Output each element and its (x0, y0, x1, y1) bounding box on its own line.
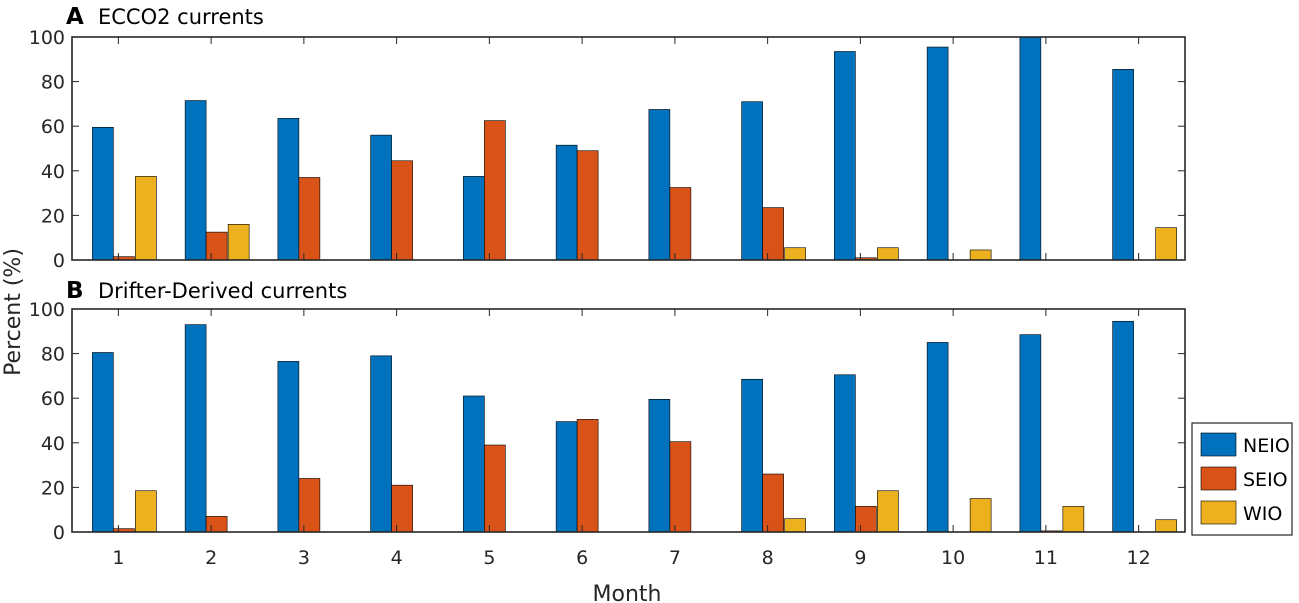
legend-swatch-seio (1200, 466, 1237, 491)
x-tick-label: 5 (483, 547, 495, 569)
bar-seio-month-3 (298, 478, 321, 533)
plot-area (72, 309, 1185, 532)
bar-neio-month-9 (834, 51, 856, 261)
bar-wio-month-10 (969, 498, 992, 533)
bar-seio-month-5 (484, 120, 506, 261)
bar-seio-month-6 (576, 419, 599, 533)
bar-neio-month-12 (1112, 320, 1134, 533)
bar-seio-month-2 (205, 516, 228, 533)
y-tick-label: 60 (41, 116, 65, 138)
bar-neio-month-7 (648, 109, 671, 261)
bar-neio-month-4 (370, 355, 392, 533)
bar-neio-month-3 (277, 118, 300, 261)
panel-title: ECCO2 currents (98, 5, 264, 29)
legend-swatch-wio (1200, 500, 1237, 525)
bar-seio-month-8 (762, 207, 784, 261)
y-tick-label: 20 (41, 205, 65, 227)
x-tick-label: 8 (762, 547, 774, 569)
bar-wio-month-1 (135, 490, 157, 533)
bar-seio-month-2 (205, 231, 228, 261)
bar-seio-month-6 (576, 150, 599, 261)
y-tick-label: 20 (41, 477, 65, 499)
bar-neio-month-1 (92, 352, 114, 533)
legend: NEIO SEIO WIO (1191, 422, 1293, 536)
bar-neio-month-4 (370, 134, 392, 261)
bar-neio-month-5 (463, 395, 485, 533)
x-tick-label: 2 (205, 547, 217, 569)
y-tick-label: 100 (29, 299, 65, 321)
y-tick-label: 0 (53, 522, 65, 544)
bar-wio-month-9 (877, 490, 899, 533)
bar-seio-month-4 (391, 160, 413, 261)
axes-frame (71, 308, 1186, 533)
x-tick-label: 12 (1127, 547, 1151, 569)
bar-neio-month-6 (555, 144, 578, 261)
bar-neio-month-9 (834, 374, 856, 533)
x-tick-label: 1 (112, 547, 124, 569)
bar-neio-month-11 (1019, 334, 1042, 533)
bar-wio-month-1 (135, 176, 157, 261)
bar-wio-month-9 (877, 247, 899, 261)
bar-seio-month-3 (298, 177, 321, 261)
bar-wio-month-8 (784, 247, 806, 261)
x-tick-label: 6 (576, 547, 588, 569)
bar-wio-month-2 (227, 224, 250, 261)
y-tick-label: 80 (41, 344, 65, 366)
bar-wio-month-11 (1062, 506, 1085, 533)
bar-seio-month-5 (484, 444, 506, 533)
legend-label-neio: NEIO (1243, 435, 1290, 457)
bar-wio-month-12 (1155, 227, 1177, 261)
bar-neio-month-8 (741, 378, 763, 533)
legend-swatch-neio (1200, 432, 1237, 457)
x-tick-label: 3 (298, 547, 310, 569)
y-axis-label: Percent (%) (1, 248, 26, 376)
x-tick-label: 9 (854, 547, 866, 569)
x-tick-label: 4 (391, 547, 403, 569)
bar-neio-month-10 (926, 342, 949, 533)
bar-seio-month-8 (762, 473, 784, 533)
legend-label-wio: WIO (1243, 503, 1282, 525)
y-tick-label: 40 (41, 433, 65, 455)
bar-neio-month-3 (277, 361, 300, 533)
bar-neio-month-8 (741, 101, 763, 261)
bar-seio-month-9 (855, 506, 877, 533)
y-tick-label: 40 (41, 161, 65, 183)
legend-label-seio: SEIO (1243, 469, 1288, 491)
x-axis-label: Month (593, 582, 662, 603)
bar-neio-month-2 (184, 324, 207, 533)
axes-frame (71, 36, 1186, 261)
y-tick-label: 60 (41, 388, 65, 410)
bar-wio-month-8 (784, 518, 806, 533)
bar-neio-month-11 (1019, 36, 1042, 261)
bar-seio-month-4 (391, 484, 413, 533)
bar-neio-month-7 (648, 399, 671, 533)
bar-seio-month-7 (669, 187, 692, 261)
panel-letter: B (66, 278, 84, 304)
bar-neio-month-10 (926, 46, 949, 261)
y-tick-label: 80 (41, 72, 65, 94)
bar-neio-month-5 (463, 176, 485, 261)
bar-seio-month-7 (669, 441, 692, 533)
bar-wio-month-10 (969, 249, 992, 261)
x-tick-label: 11 (1034, 547, 1058, 569)
x-tick-label: 7 (669, 547, 681, 569)
x-tick-label: 10 (941, 547, 965, 569)
panel-title: Drifter-Derived currents (98, 279, 347, 303)
bar-neio-month-6 (555, 421, 578, 533)
panel-letter: A (66, 4, 84, 30)
y-tick-label: 0 (53, 250, 65, 272)
bar-neio-month-12 (1112, 69, 1134, 261)
plot-area (72, 37, 1185, 260)
bar-neio-month-1 (92, 127, 114, 261)
bar-wio-month-12 (1155, 519, 1177, 533)
y-tick-label: 100 (29, 27, 65, 49)
bar-neio-month-2 (184, 100, 207, 261)
